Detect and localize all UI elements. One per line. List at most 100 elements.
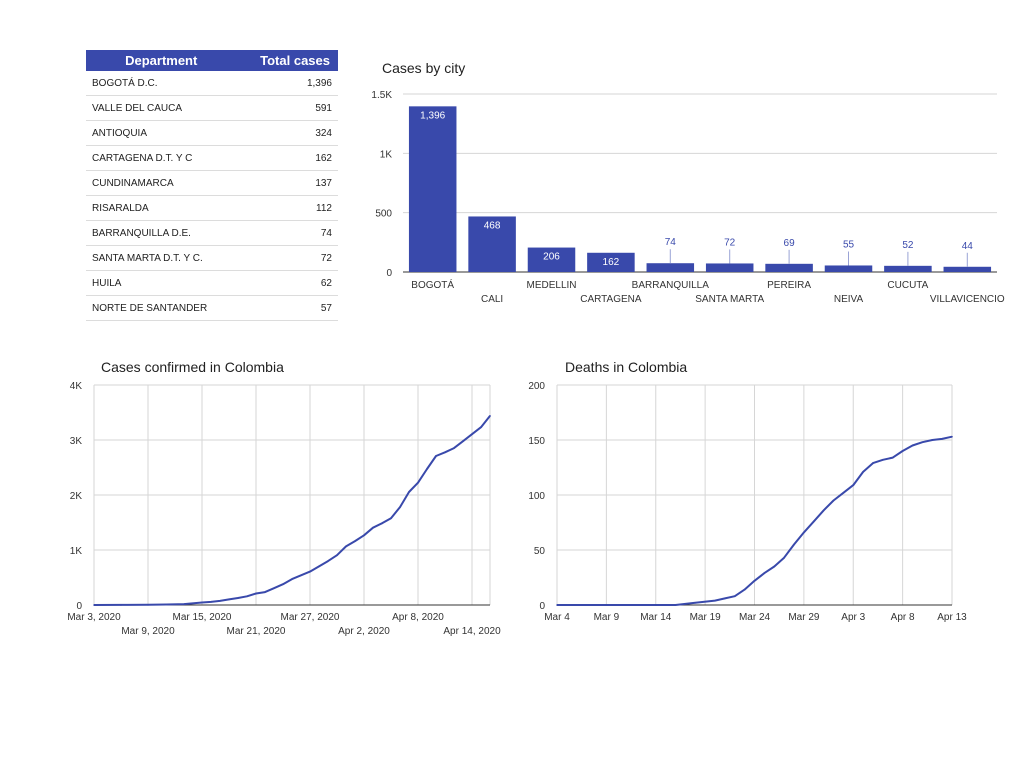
data-point <box>354 540 356 542</box>
data-point <box>408 491 410 493</box>
bar-data-label: 72 <box>724 237 736 248</box>
x-tick-label: Apr 3 <box>841 612 865 623</box>
data-point <box>93 604 95 606</box>
department-name: NORTE DE SANTANDER <box>86 295 237 321</box>
x-category-label: PEREIRA <box>767 280 811 291</box>
y-tick-label: 50 <box>534 546 546 557</box>
x-category-label: SANTA MARTA <box>695 294 764 305</box>
data-point <box>201 601 203 604</box>
x-tick-label: Apr 2, 2020 <box>338 626 390 637</box>
total-cases-value: 162 <box>236 145 338 171</box>
table-row: SANTA MARTA D.T. Y C. 72 <box>86 245 338 271</box>
y-tick-label: 2K <box>70 491 83 502</box>
data-point <box>372 526 374 529</box>
bar-data-label: 1,396 <box>420 110 445 121</box>
data-point <box>872 462 874 464</box>
data-point <box>417 481 419 484</box>
department-name: BOGOTÁ D.C. <box>86 71 237 96</box>
bar <box>587 252 635 272</box>
data-point <box>763 572 766 574</box>
data-point <box>911 444 914 447</box>
data-point <box>556 604 558 606</box>
x-tick-label: Mar 29 <box>788 612 820 623</box>
data-point <box>480 426 482 428</box>
data-point <box>862 471 864 473</box>
bar-data-label: 52 <box>902 240 914 251</box>
series-line <box>93 415 491 606</box>
data-point <box>273 587 275 589</box>
y-tick-label: 200 <box>528 381 545 392</box>
x-tick-label: Mar 14 <box>640 612 672 623</box>
y-tick-label: 500 <box>375 209 392 220</box>
total-cases-value: 72 <box>236 245 338 271</box>
data-point <box>399 506 401 508</box>
data-point <box>165 603 167 606</box>
x-category-label: BARRANQUILLA <box>632 280 710 291</box>
total-cases-value: 137 <box>236 170 338 196</box>
data-point <box>882 459 884 461</box>
data-point <box>901 450 904 452</box>
y-tick-label: 0 <box>386 268 392 279</box>
column-header-department[interactable]: Department <box>86 50 237 71</box>
data-point <box>605 604 608 606</box>
x-category-label: NEIVA <box>834 294 864 305</box>
table-row: HUILA 62 <box>86 270 338 296</box>
department-name: VALLE DEL CAUCA <box>86 95 237 121</box>
table-row: ANTIOQUIA 324 <box>86 120 338 146</box>
data-point <box>246 595 248 598</box>
data-point <box>291 578 293 580</box>
data-point <box>753 580 756 582</box>
data-point <box>219 600 221 602</box>
data-point <box>318 565 320 568</box>
data-point <box>714 599 716 602</box>
y-tick-label: 0 <box>539 601 545 612</box>
chart-title: Deaths in Colombia <box>565 359 687 375</box>
chart-title: Cases by city <box>382 60 465 76</box>
x-category-label: BOGOTÁ <box>411 278 454 291</box>
y-tick-label: 4K <box>70 381 83 392</box>
data-point <box>309 570 311 573</box>
x-tick-label: Mar 27, 2020 <box>281 612 340 623</box>
x-tick-label: Mar 9 <box>594 612 620 623</box>
y-tick-label: 1K <box>380 149 393 160</box>
department-name: SANTA MARTA D.T. Y C. <box>86 245 237 271</box>
data-point <box>489 415 491 417</box>
x-category-label: CUCUTA <box>887 280 928 291</box>
bar-data-label: 69 <box>784 238 796 249</box>
x-tick-label: Mar 15, 2020 <box>173 612 232 623</box>
y-tick-label: 1K <box>70 546 83 557</box>
bar-data-label: 74 <box>665 237 677 248</box>
data-point <box>381 522 383 525</box>
y-tick-label: 150 <box>528 436 545 447</box>
department-name: CARTAGENA D.T. Y C <box>86 145 237 171</box>
x-tick-label: Mar 24 <box>739 612 771 623</box>
data-point <box>300 574 302 577</box>
bar <box>884 265 932 272</box>
data-point <box>426 468 428 470</box>
x-tick-label: Mar 9, 2020 <box>121 626 175 637</box>
bar-data-label: 55 <box>843 239 855 250</box>
data-point <box>812 520 815 523</box>
data-point <box>852 484 855 486</box>
table-row: BOGOTÁ D.C. 1,396 <box>86 71 338 96</box>
data-point <box>462 440 464 442</box>
data-point <box>435 455 437 457</box>
bar <box>646 263 695 272</box>
bar <box>943 266 992 272</box>
data-point <box>743 588 746 591</box>
y-tick-label: 100 <box>528 491 545 502</box>
bar <box>705 263 754 272</box>
data-point <box>941 438 943 440</box>
data-point <box>694 602 697 604</box>
data-point <box>327 560 329 562</box>
x-tick-label: Apr 8 <box>891 612 915 623</box>
data-point <box>921 441 924 444</box>
data-point <box>345 545 347 548</box>
x-tick-label: Mar 19 <box>690 612 722 623</box>
total-cases-value: 591 <box>236 95 338 121</box>
data-point <box>471 433 473 436</box>
column-header-total-cases[interactable]: Total cases <box>236 50 338 71</box>
data-point <box>783 556 785 559</box>
data-point <box>951 435 953 438</box>
